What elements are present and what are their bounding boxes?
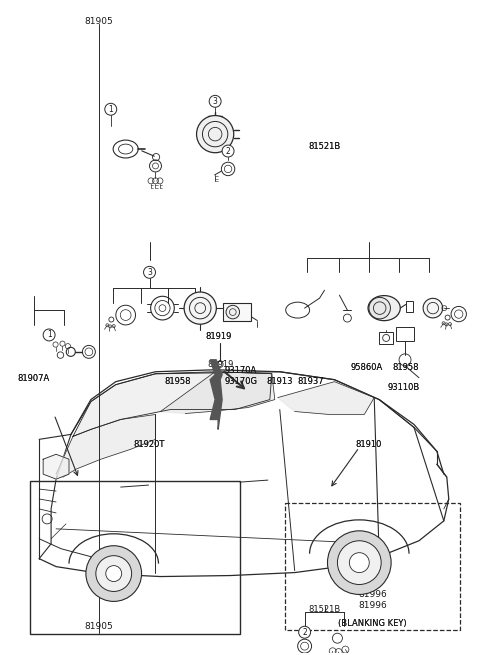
Polygon shape <box>278 382 374 415</box>
Circle shape <box>299 626 311 638</box>
Text: (BLANKING KEY): (BLANKING KEY) <box>338 619 407 628</box>
Text: 81996: 81996 <box>358 590 387 599</box>
Circle shape <box>196 115 234 153</box>
Polygon shape <box>43 455 69 479</box>
Polygon shape <box>160 372 275 413</box>
Text: 81521B: 81521B <box>309 142 341 151</box>
Circle shape <box>144 267 156 278</box>
Text: 95860A: 95860A <box>350 364 383 372</box>
Circle shape <box>106 566 122 582</box>
Text: 81958: 81958 <box>393 364 420 372</box>
Bar <box>285 503 459 630</box>
Polygon shape <box>210 360 222 430</box>
Text: 81919: 81919 <box>205 332 232 341</box>
Text: 81920T: 81920T <box>133 440 165 449</box>
Text: 81910: 81910 <box>356 440 382 449</box>
Text: (BLANKING KEY): (BLANKING KEY) <box>338 619 407 628</box>
Text: 81907A: 81907A <box>18 375 50 383</box>
Text: 81937: 81937 <box>298 377 324 386</box>
Bar <box>224 303 251 322</box>
Text: 3: 3 <box>147 268 152 277</box>
Text: 81919: 81919 <box>207 360 233 369</box>
Text: 81920T: 81920T <box>133 440 165 449</box>
Bar <box>396 327 414 341</box>
Circle shape <box>184 292 216 324</box>
Text: 81958: 81958 <box>165 377 191 386</box>
Circle shape <box>209 96 221 107</box>
Circle shape <box>86 546 142 601</box>
Circle shape <box>96 555 132 591</box>
Text: 81958: 81958 <box>165 377 191 386</box>
Circle shape <box>226 305 240 319</box>
Circle shape <box>105 103 117 115</box>
Polygon shape <box>56 415 156 477</box>
Circle shape <box>43 329 55 341</box>
Text: 81905: 81905 <box>85 622 114 631</box>
Text: 3: 3 <box>213 97 217 106</box>
Text: 81913: 81913 <box>266 377 293 386</box>
Text: 81919: 81919 <box>205 332 232 341</box>
Text: 81958: 81958 <box>393 364 420 372</box>
Text: 81937: 81937 <box>298 377 324 386</box>
Text: 81907A: 81907A <box>18 375 50 383</box>
Ellipse shape <box>368 295 400 321</box>
Text: 2: 2 <box>302 627 307 637</box>
Text: 93110B: 93110B <box>387 383 420 392</box>
Text: 81905: 81905 <box>85 17 114 26</box>
Bar <box>379 332 393 343</box>
Text: 93170G: 93170G <box>225 377 258 386</box>
Bar <box>406 301 413 312</box>
Text: 81521B: 81521B <box>308 605 341 614</box>
Text: 2: 2 <box>226 147 230 155</box>
Text: 93170A: 93170A <box>225 366 257 375</box>
Text: 81996: 81996 <box>358 601 387 610</box>
Circle shape <box>327 531 391 595</box>
Circle shape <box>337 541 381 584</box>
Text: 93170A: 93170A <box>225 366 257 375</box>
Text: 81910: 81910 <box>356 440 382 449</box>
Circle shape <box>369 297 390 319</box>
Text: 93110B: 93110B <box>387 383 420 392</box>
Text: 1: 1 <box>47 331 51 339</box>
Bar <box>30 481 240 633</box>
Circle shape <box>423 298 443 318</box>
Text: 95860A: 95860A <box>350 364 383 372</box>
Text: 93170G: 93170G <box>225 377 258 386</box>
Circle shape <box>222 145 234 157</box>
Text: 81521B: 81521B <box>309 142 341 151</box>
Polygon shape <box>73 372 272 436</box>
Text: 81913: 81913 <box>266 377 293 386</box>
Text: 1: 1 <box>108 105 113 114</box>
Circle shape <box>349 553 369 572</box>
